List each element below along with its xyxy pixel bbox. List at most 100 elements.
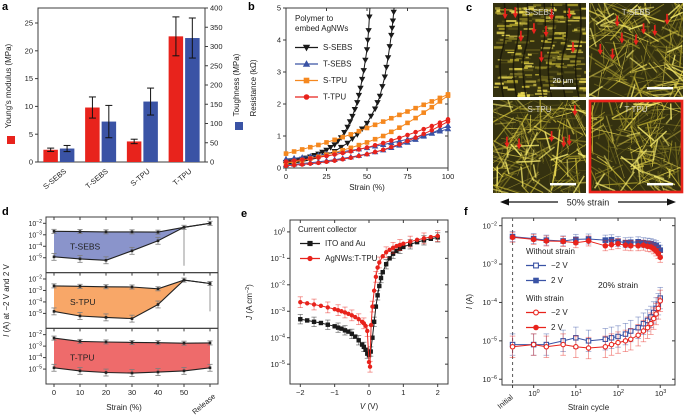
data-marker <box>52 366 56 370</box>
label: 10 <box>25 102 33 111</box>
fiber <box>511 11 524 14</box>
data-marker <box>104 340 108 344</box>
fiber <box>493 135 520 172</box>
fiber <box>604 133 617 164</box>
fiber <box>544 54 558 58</box>
label: 75 <box>403 172 411 181</box>
fiber <box>535 74 539 76</box>
fiber <box>662 128 683 143</box>
data-marker <box>340 134 346 140</box>
fiber <box>564 168 586 172</box>
tick-label: 10−5 <box>29 309 43 318</box>
label: 3 <box>277 68 281 77</box>
tick-label: 10−3 <box>29 286 43 295</box>
fiber-bright <box>516 100 529 112</box>
fiber <box>501 74 508 78</box>
crack <box>512 3 520 97</box>
fiber <box>508 165 530 175</box>
y-axis-label: Resistance (kΩ) <box>249 59 258 116</box>
label: 50 <box>210 138 218 147</box>
data-marker <box>380 140 386 146</box>
fiber <box>493 111 522 123</box>
data-marker <box>311 319 317 324</box>
tick-label: 10−4 <box>29 242 43 251</box>
crack <box>561 3 568 97</box>
fiber <box>496 41 507 44</box>
fiber-bright <box>618 171 635 193</box>
data-marker <box>324 159 329 165</box>
data-marker <box>365 328 370 334</box>
data-marker <box>421 131 427 137</box>
fiber <box>609 43 631 52</box>
fiber <box>650 143 666 158</box>
fiber <box>522 68 534 72</box>
data-marker <box>299 157 305 162</box>
data-marker <box>52 284 56 288</box>
data-marker <box>182 369 186 373</box>
fiber <box>658 49 683 62</box>
fiber-bright <box>593 173 606 189</box>
fiber <box>574 127 586 130</box>
bar-toughness <box>59 148 75 162</box>
fiber <box>503 40 512 42</box>
fiber <box>550 3 563 6</box>
data-marker <box>363 47 371 53</box>
panel-label-a: a <box>2 1 9 13</box>
label: 250 <box>210 61 223 70</box>
fiber <box>636 162 658 166</box>
data-marker <box>78 230 82 233</box>
fiber <box>653 61 674 81</box>
fiber <box>637 128 652 169</box>
data-marker <box>437 123 443 129</box>
fiber <box>549 63 555 65</box>
fiber <box>560 133 570 150</box>
data-marker <box>413 135 418 140</box>
fiber <box>665 166 683 191</box>
fiber <box>514 100 531 130</box>
data-marker <box>533 309 539 316</box>
data-marker <box>291 158 297 163</box>
data-marker <box>130 317 134 320</box>
fiber <box>632 158 655 168</box>
panel-d-current-strain-chart: 10−2 10−3 10−4 10−5 T-SEBS 10−2 10−3 10−4 10−5 S-… <box>2 216 219 416</box>
fiber <box>648 62 658 73</box>
fiber <box>493 46 504 49</box>
data-marker <box>356 142 362 148</box>
fiber <box>593 18 597 43</box>
fiber <box>643 132 671 135</box>
fiber <box>501 153 526 176</box>
data-marker <box>533 324 539 331</box>
data-marker <box>381 74 389 81</box>
fiber <box>620 45 633 48</box>
fiber <box>521 61 529 64</box>
data-marker <box>573 239 579 246</box>
crack-arrow-head <box>543 32 549 38</box>
fiber <box>612 40 629 62</box>
panel-f-cycling-chart: 10−2 10−3 10−4 10−5 10−6 100 101 102 103 Initial W… <box>465 217 676 412</box>
crack-arrow-head <box>561 142 567 148</box>
fiber <box>589 53 593 73</box>
fiber <box>553 63 565 65</box>
data-marker <box>635 242 641 249</box>
fiber <box>610 3 633 22</box>
fiber <box>564 71 576 74</box>
fiber <box>543 41 552 43</box>
fiber <box>577 89 586 92</box>
fiber <box>556 120 584 136</box>
data-marker <box>389 144 394 150</box>
tick-label: 100 <box>528 389 539 398</box>
label: 4 <box>277 36 281 45</box>
legend-entry: ITO and Au <box>325 239 365 248</box>
data-marker <box>363 323 368 329</box>
fiber <box>563 65 574 68</box>
data-marker <box>370 304 375 309</box>
data-marker <box>283 163 289 169</box>
data-marker <box>655 305 662 312</box>
legend-entry: S-TPU <box>323 76 347 85</box>
data-marker <box>311 302 317 307</box>
fiber-bright <box>633 6 655 12</box>
tick-label: 10−2 <box>271 280 286 289</box>
data-marker <box>364 151 370 157</box>
data-marker <box>283 159 289 164</box>
fiber-bright <box>629 57 646 71</box>
